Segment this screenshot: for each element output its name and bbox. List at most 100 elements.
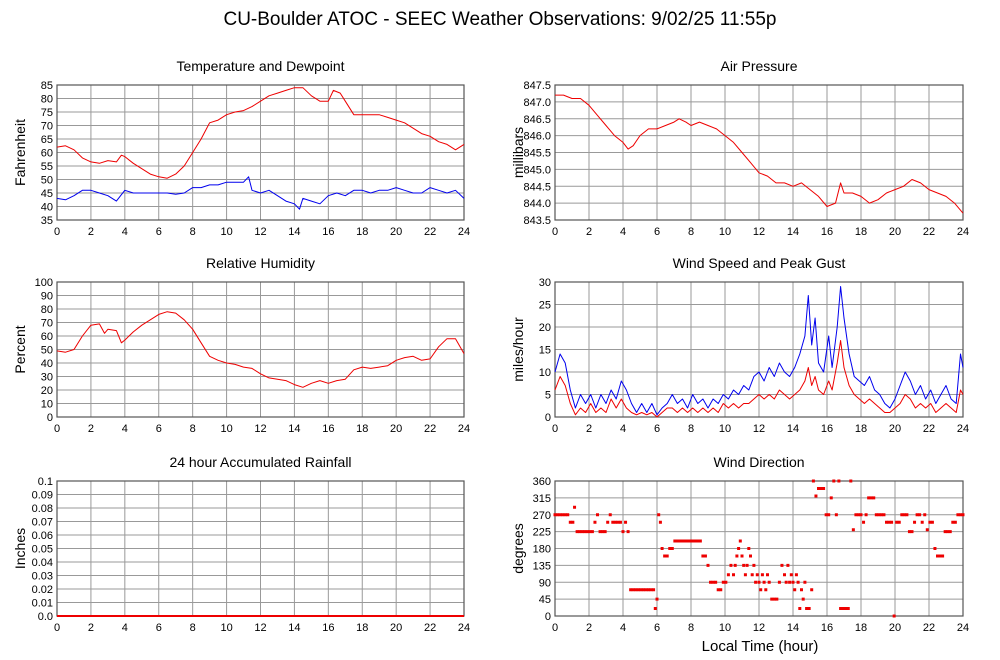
dir-point (933, 547, 937, 550)
dir-point (558, 513, 562, 517)
rain-y-tick-label: 0.01 (32, 598, 53, 610)
temp-series-line-blue (56, 176, 465, 210)
rh-y-tick-label: 50 (41, 345, 53, 357)
dir-point (583, 530, 587, 534)
dir-point (915, 513, 919, 517)
dir-point (958, 513, 962, 517)
temp-x-tick-label: 16 (322, 226, 334, 238)
temp-y-tick-label: 75 (41, 107, 53, 119)
temp-y-tick-label: 70 (41, 121, 53, 133)
dir-point (724, 580, 728, 584)
dir-point (641, 588, 645, 592)
dir-point (801, 597, 805, 601)
rain-x-tick-label: 18 (356, 622, 368, 634)
dir-point (578, 530, 582, 534)
dir-point (590, 530, 594, 534)
dir-point (834, 513, 838, 517)
dir-point (721, 580, 725, 584)
dir-point (805, 607, 809, 610)
rh-y-tick-label: 20 (41, 385, 53, 397)
wind-y-tick-label: 25 (539, 300, 551, 312)
dir-point (647, 588, 650, 592)
dir-point (571, 520, 575, 524)
dir-point (897, 520, 901, 524)
dir-point (698, 539, 702, 543)
pres-y-tick-label: 845.0 (523, 164, 551, 176)
dir-point (902, 513, 906, 517)
dir-point (660, 547, 664, 550)
dir-point (775, 597, 779, 601)
wind-x-tick-label: 22 (923, 423, 935, 435)
dir-point (851, 528, 855, 532)
dir-point (946, 530, 950, 534)
pres-x-tick-label: 12 (753, 226, 765, 238)
dir-point (716, 588, 720, 592)
temp-title: Temperature and Dewpoint (176, 58, 344, 74)
dir-point (951, 520, 955, 524)
rain-x-tick-label: 2 (88, 622, 94, 634)
dir-point (658, 520, 662, 524)
dir-point (754, 580, 758, 584)
dir-point (561, 513, 565, 517)
temp-x-tick-label: 12 (254, 226, 266, 238)
rh-title: Relative Humidity (206, 255, 315, 271)
wind-x-tick-label: 2 (586, 423, 592, 435)
temp-x-tick-label: 18 (356, 226, 368, 238)
dir-point (890, 520, 894, 524)
dir-y-tick-label: 90 (539, 577, 551, 589)
wind-y-tick-label: 30 (539, 277, 551, 289)
rain-y-tick-label: 0.09 (32, 490, 53, 502)
dir-point (895, 520, 899, 524)
dir-point (733, 563, 737, 567)
pres-y-tick-label: 846.0 (523, 131, 551, 143)
temp-x-tick-label: 4 (122, 226, 128, 238)
pres-x-tick-label: 6 (654, 226, 660, 238)
dir-point (657, 513, 661, 517)
wind-x-tick-label: 0 (552, 423, 558, 435)
dir-x-tick-label: 16 (821, 622, 833, 634)
rh-y-tick-label: 10 (41, 399, 53, 411)
dir-point (626, 530, 630, 534)
rh-x-tick-label: 12 (254, 423, 266, 435)
pres-x-tick-label: 18 (855, 226, 867, 238)
dir-point (691, 539, 695, 543)
dir-point (900, 513, 904, 517)
temp-chart: 0 2 4 6 8 10 12 14 16 18 20 22 243540455055606570758… (12, 58, 470, 238)
dir-x-tick-label: 18 (855, 622, 867, 634)
pres-frame (554, 84, 964, 221)
pres-y-tick-label: 843.5 (523, 215, 551, 227)
rain-y-tick-label: 0.06 (32, 530, 53, 542)
pres-x-tick-label: 4 (620, 226, 626, 238)
wind-x-tick-label: 18 (855, 423, 867, 435)
wind-title: Wind Speed and Peak Gust (673, 255, 846, 271)
wind-x-tick-label: 20 (889, 423, 901, 435)
dir-point (869, 496, 873, 500)
dir-point (732, 573, 735, 577)
page-title: CU-Boulder ATOC - SEEC Weather Observati… (223, 9, 776, 30)
dir-point (817, 487, 820, 490)
dir-point (665, 554, 669, 558)
dir-x-tick-label: 14 (787, 622, 799, 634)
pres-series-line-red (555, 94, 964, 214)
dir-point (814, 494, 818, 498)
dir-point (913, 520, 917, 524)
dir-point (719, 588, 723, 592)
dir-point (800, 588, 803, 592)
temp-x-tick-label: 10 (220, 226, 232, 238)
pres-x-tick-label: 0 (552, 226, 558, 238)
temp-x-tick-label: 20 (390, 226, 402, 238)
rh-x-tick-label: 16 (322, 423, 334, 435)
dir-point (854, 513, 858, 517)
rh-x-tick-label: 24 (458, 423, 470, 435)
wind-y-axis-label: miles/hour (510, 317, 526, 382)
dir-point (598, 530, 602, 534)
dir-point (603, 530, 607, 534)
dir-point (925, 528, 929, 532)
dir-point (827, 513, 831, 517)
dir-frame (554, 480, 964, 617)
pres-x-tick-label: 10 (719, 226, 731, 238)
dir-point (668, 547, 672, 550)
dir-point (938, 554, 942, 558)
dir-x-tick-label: 8 (688, 622, 694, 634)
